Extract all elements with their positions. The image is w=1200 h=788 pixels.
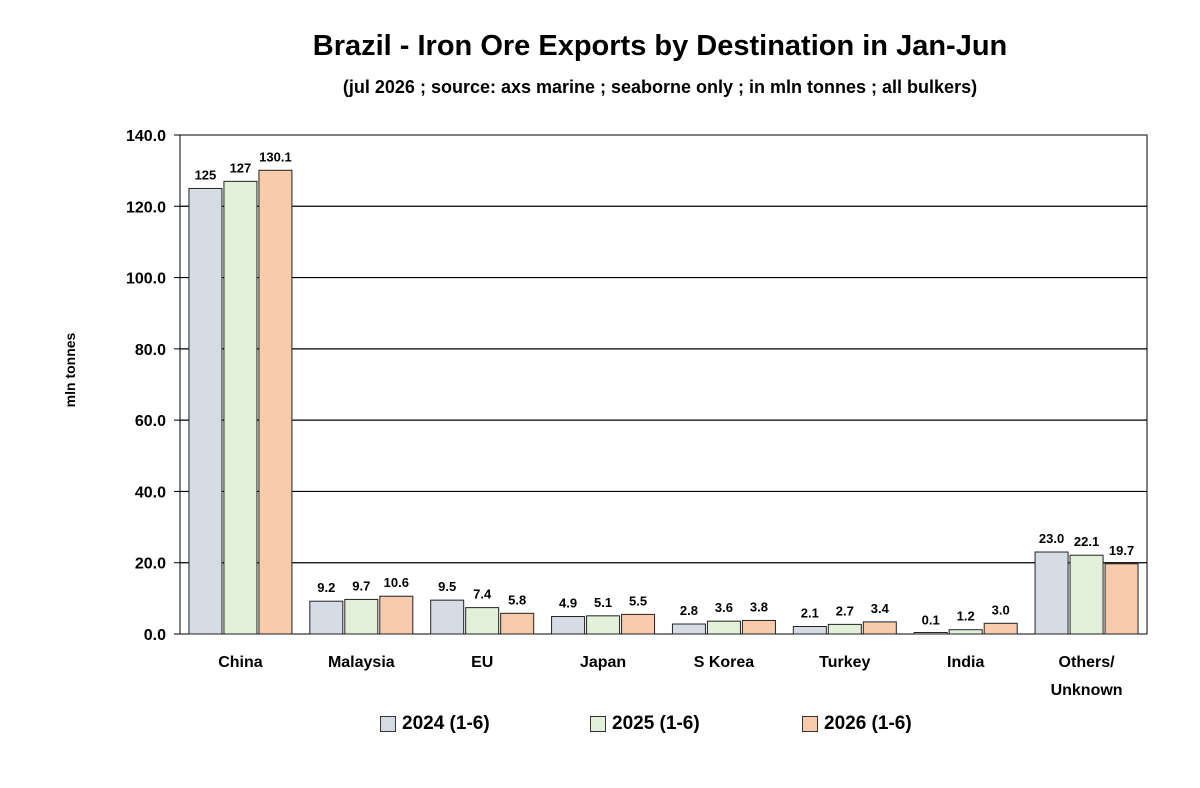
bar-2026-0	[258, 169, 293, 635]
x-tick-label: India	[947, 654, 984, 671]
y-axis-label: mln tonnes	[62, 332, 78, 407]
bar-2024-7	[1034, 551, 1069, 635]
bar-2025-5	[827, 623, 862, 635]
bar-2024-2	[430, 599, 465, 635]
bar-2025-2	[465, 607, 500, 635]
bar-2025-6	[948, 629, 983, 635]
bar-2024-6	[913, 632, 948, 635]
y-tick-label: 80.0	[135, 342, 166, 359]
data-label: 2.1	[801, 606, 819, 621]
plot-area	[179, 134, 1148, 635]
data-label: 9.7	[352, 578, 370, 593]
legend-swatch-2025	[590, 716, 606, 732]
y-tick-label: 100.0	[126, 271, 166, 288]
data-label: 3.4	[871, 601, 890, 616]
data-label: 9.5	[438, 579, 456, 594]
data-label: 3.6	[715, 600, 733, 615]
legend: 2024 (1-6) 2025 (1-6) 2026 (1-6)	[0, 713, 1200, 743]
data-label: 23.0	[1039, 531, 1064, 546]
bar-2026-5	[862, 621, 897, 635]
x-tick-label: Unknown	[1051, 682, 1123, 699]
bar-2026-1	[379, 595, 414, 635]
x-tick-label: Others/	[1059, 654, 1116, 671]
x-tick-label: S Korea	[694, 654, 755, 671]
legend-label-2025: 2025 (1-6)	[612, 713, 700, 734]
y-tick-label: 20.0	[135, 556, 166, 573]
legend-label-2026: 2026 (1-6)	[824, 713, 912, 734]
chart-title: Brazil - Iron Ore Exports by Destination…	[312, 30, 1008, 62]
legend-swatch-2026	[802, 716, 818, 732]
data-label: 22.1	[1074, 534, 1099, 549]
x-tick-label: Malaysia	[328, 654, 395, 671]
y-tick-label: 0.0	[144, 627, 166, 644]
data-label: 0.1	[922, 613, 940, 628]
x-tick-label: Japan	[580, 654, 626, 671]
data-label: 19.7	[1109, 543, 1134, 558]
y-tick-label: 40.0	[135, 484, 166, 501]
y-tick-label: 140.0	[126, 128, 166, 145]
bar-2025-1	[344, 598, 379, 635]
y-tick-label: 60.0	[135, 413, 166, 430]
bar-2024-1	[309, 600, 344, 635]
data-label: 5.1	[594, 595, 612, 610]
data-label: 2.7	[836, 603, 854, 618]
data-label: 3.0	[992, 602, 1010, 617]
data-label: 2.8	[680, 603, 698, 618]
data-label: 130.1	[259, 149, 292, 164]
bar-2025-4	[706, 620, 741, 635]
data-label: 7.4	[473, 587, 492, 602]
bar-2026-7	[1104, 563, 1139, 635]
legend-label-2024: 2024 (1-6)	[402, 713, 490, 734]
chart-subtitle: (jul 2026 ; source: axs marine ; seaborn…	[342, 77, 978, 97]
data-label: 10.6	[384, 575, 409, 590]
data-label: 127	[230, 160, 252, 175]
y-tick-label: 120.0	[126, 199, 166, 216]
legend-item-2026: 2026 (1-6)	[802, 713, 912, 735]
x-tick-label: China	[218, 654, 263, 671]
data-label: 1.2	[957, 609, 975, 624]
x-tick-label: Turkey	[819, 654, 870, 671]
bar-2024-4	[671, 623, 706, 635]
data-label: 125	[195, 167, 217, 182]
legend-item-2025: 2025 (1-6)	[590, 713, 700, 735]
x-tick-label: EU	[471, 654, 493, 671]
bar-2026-3	[621, 613, 656, 635]
data-label: 5.8	[508, 592, 526, 607]
bar-2024-5	[792, 626, 827, 635]
data-label: 4.9	[559, 596, 577, 611]
bar-2024-3	[551, 616, 586, 635]
bar-2024-0	[188, 187, 223, 635]
bar-2026-6	[983, 622, 1018, 635]
bar-2025-3	[586, 615, 621, 635]
data-label: 9.2	[317, 580, 335, 595]
data-label: 3.8	[750, 599, 768, 614]
bar-2025-7	[1069, 554, 1104, 635]
bar-2026-2	[500, 612, 535, 635]
data-label: 5.5	[629, 593, 647, 608]
legend-swatch-2024	[380, 716, 396, 732]
bar-2025-0	[223, 180, 258, 635]
bar-2026-4	[741, 619, 776, 635]
legend-item-2024: 2024 (1-6)	[380, 713, 490, 735]
